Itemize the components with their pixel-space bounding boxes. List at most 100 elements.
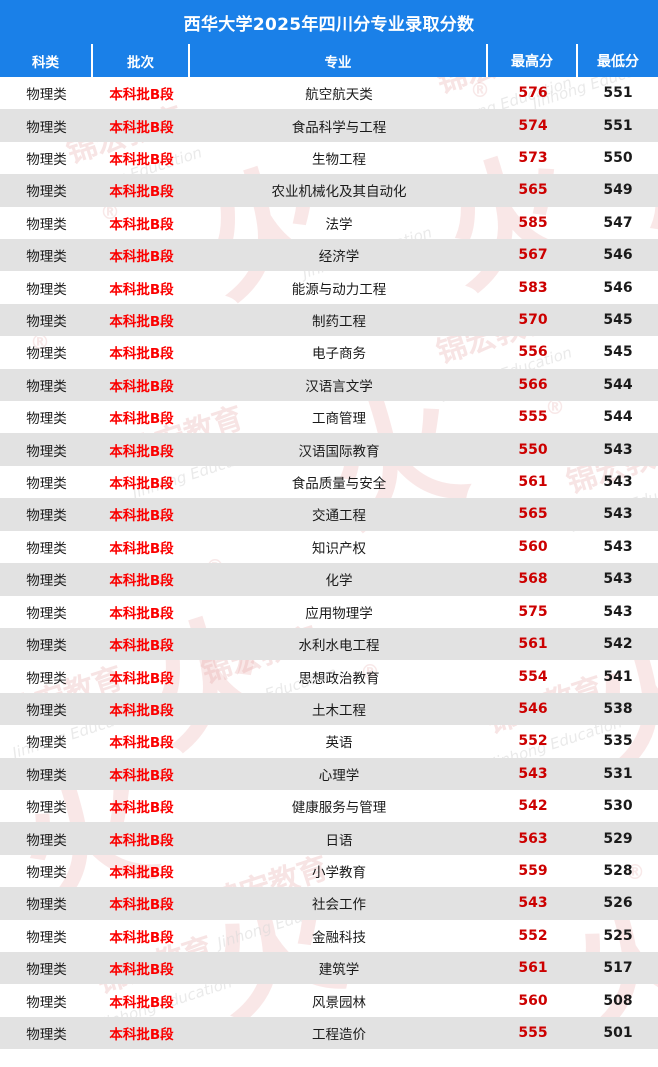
cell-min-score: 543 [603,441,633,458]
cell-max-score: 543 [518,895,548,912]
cell-pici: 本科批B段 [109,87,174,104]
cell-min-score: 517 [603,960,633,977]
cell-major: 风景园林 [312,994,366,1011]
cell-major: 英语 [325,735,353,752]
cell-min-score: 542 [603,636,633,653]
cell-pici: 本科批B段 [109,994,174,1011]
cell-pici: 本科批B段 [109,476,174,493]
cell-kelei: 物理类 [26,184,67,201]
cell-major: 能源与动力工程 [291,281,387,298]
table-row: 物理类 本科批B段 建筑学 561 517 [0,951,658,985]
cell-pici: 本科批B段 [109,1026,174,1043]
cell-pici: 本科批B段 [109,184,174,201]
cell-kelei: 物理类 [26,897,67,914]
cell-major: 建筑学 [318,962,360,979]
cell-min-score: 545 [603,344,633,361]
cell-major: 生物工程 [312,152,366,169]
cell-min-score: 543 [603,571,633,588]
cell-major: 农业机械化及其自动化 [271,184,407,201]
cell-pici: 本科批B段 [109,443,174,460]
cell-min-score: 525 [603,927,633,944]
cell-pici: 本科批B段 [109,800,174,817]
cell-max-score: 583 [518,279,548,296]
cell-major: 工商管理 [312,411,366,428]
cell-major: 工程造价 [312,1026,366,1043]
cell-kelei: 物理类 [26,864,67,881]
cell-pici: 本科批B段 [109,540,174,557]
cell-pici: 本科批B段 [109,573,174,590]
cell-major: 电子商务 [312,346,366,363]
table-row: 物理类 本科批B段 生物工程 573 550 [0,142,658,174]
cell-major: 健康服务与管理 [291,800,387,817]
cell-max-score: 555 [518,409,548,426]
cell-major: 食品科学与工程 [291,119,387,136]
cell-kelei: 物理类 [26,540,67,557]
cell-pici: 本科批B段 [109,378,174,395]
table-row: 物理类 本科批B段 日语 563 529 [0,822,658,855]
cell-pici: 本科批B段 [109,119,174,136]
cell-major: 交通工程 [312,508,366,525]
cell-major: 土木工程 [312,702,366,719]
cell-max-score: 573 [518,150,548,167]
cell-max-score: 565 [518,506,548,523]
cell-pici: 本科批B段 [109,508,174,525]
cell-pici: 本科批B段 [109,346,174,363]
cell-min-score: 546 [603,247,633,264]
table-row: 物理类 本科批B段 工程造价 555 501 [0,1016,658,1050]
column-header-max: 最高分 [488,44,578,77]
table-row: 物理类 本科批B段 知识产权 560 543 [0,531,658,563]
table-row: 物理类 本科批B段 小学教育 559 528 [0,855,658,887]
table-row: 物理类 本科批B段 社会工作 543 526 [0,887,658,920]
cell-max-score: 550 [518,441,548,458]
table-row: 物理类 本科批B段 水利水电工程 561 542 [0,627,658,661]
cell-pici: 本科批B段 [109,605,174,622]
cell-min-score: 545 [603,312,633,329]
cell-major: 思想政治教育 [298,670,380,687]
cell-kelei: 物理类 [26,638,67,655]
cell-kelei: 物理类 [26,767,67,784]
cell-max-score: 560 [518,992,548,1009]
table-row: 物理类 本科批B段 农业机械化及其自动化 565 549 [0,174,658,207]
table-row: 物理类 本科批B段 化学 568 543 [0,563,658,596]
cell-pici: 本科批B段 [109,702,174,719]
cell-major: 汉语言文学 [305,378,373,395]
cell-max-score: 561 [518,474,548,491]
cell-major: 航空航天类 [305,87,373,104]
cell-pici: 本科批B段 [109,281,174,298]
cell-kelei: 物理类 [26,346,67,363]
cell-kelei: 物理类 [26,800,67,817]
cell-min-score: 535 [603,733,633,750]
cell-min-score: 543 [603,506,633,523]
table-row: 物理类 本科批B段 汉语国际教育 550 543 [0,433,658,466]
cell-max-score: 574 [518,117,548,134]
cell-kelei: 物理类 [26,573,67,590]
cell-max-score: 570 [518,312,548,329]
cell-kelei: 物理类 [26,314,67,331]
cell-pici: 本科批B段 [109,832,174,849]
table-row: 物理类 本科批B段 食品科学与工程 574 551 [0,109,658,142]
cell-pici: 本科批B段 [109,249,174,266]
table-row: 物理类 本科批B段 法学 585 547 [0,207,658,239]
cell-max-score: 565 [518,182,548,199]
cell-min-score: 550 [603,150,633,167]
cell-pici: 本科批B段 [109,929,174,946]
table-row: 物理类 本科批B段 风景园林 560 508 [0,984,658,1016]
cell-max-score: 568 [518,571,548,588]
table-row: 物理类 本科批B段 应用物理学 575 543 [0,596,658,628]
cell-max-score: 575 [518,603,548,620]
table-row: 物理类 本科批B段 英语 552 535 [0,725,658,757]
cell-max-score: 554 [518,668,548,685]
table-row: 物理类 本科批B段 工商管理 555 544 [0,401,658,433]
cell-pici: 本科批B段 [109,962,174,979]
cell-kelei: 物理类 [26,152,67,169]
cell-pici: 本科批B段 [109,314,174,331]
cell-min-score: 530 [603,798,633,815]
table-row: 物理类 本科批B段 交通工程 565 543 [0,498,658,531]
cell-max-score: 552 [518,733,548,750]
cell-min-score: 529 [603,830,633,847]
cell-kelei: 物理类 [26,702,67,719]
cell-pici: 本科批B段 [109,864,174,881]
cell-min-score: 549 [603,182,633,199]
cell-max-score: 585 [518,214,548,231]
